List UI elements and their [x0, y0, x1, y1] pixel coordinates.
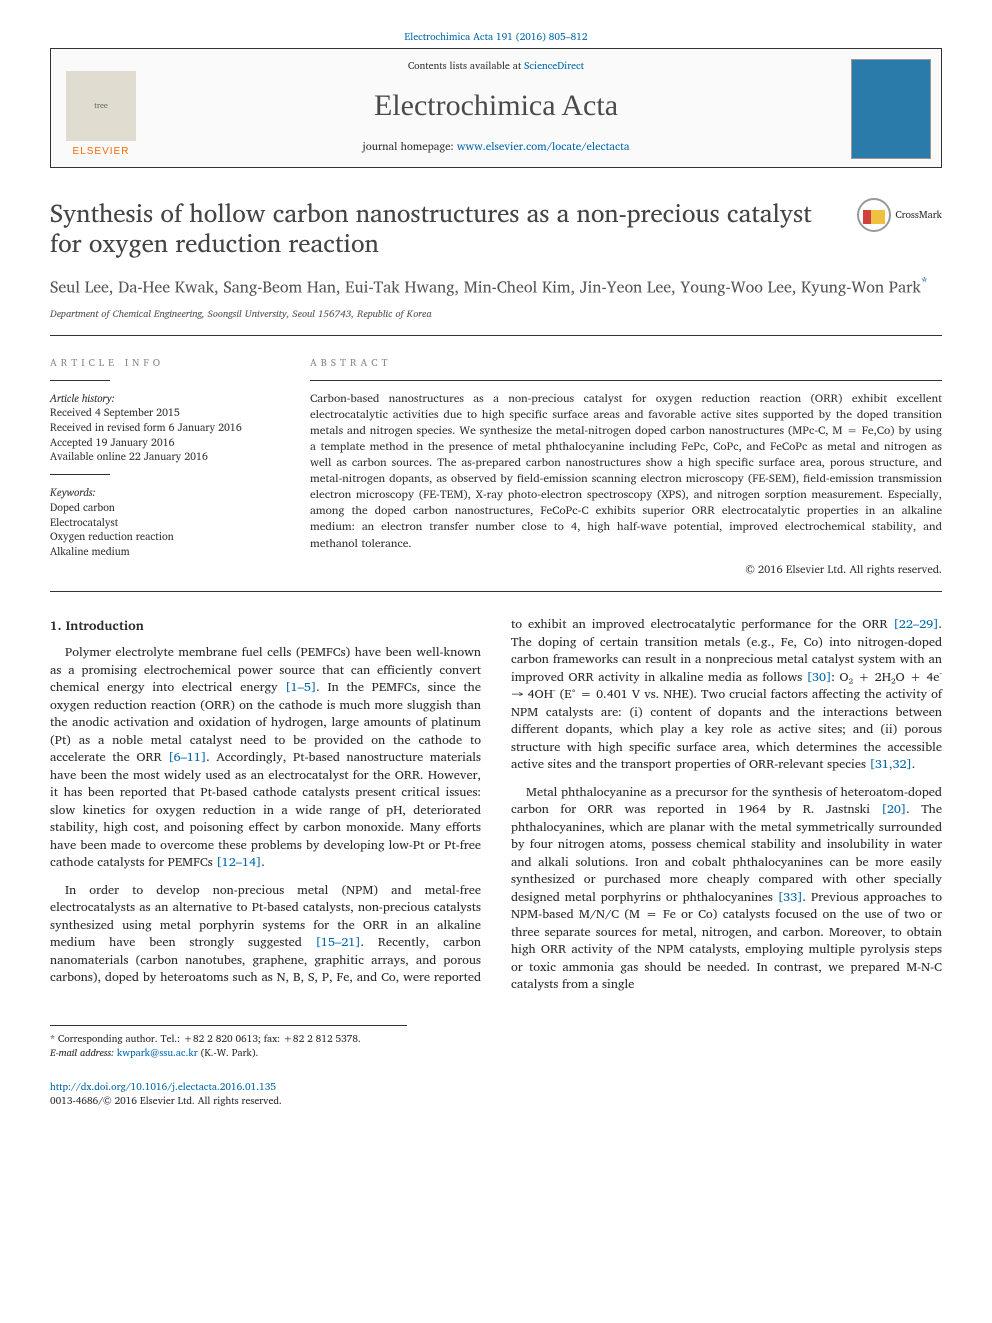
- author-list: Seul Lee, Da-Hee Kwak, Sang-Beom Han, Eu…: [50, 272, 942, 299]
- text-run: .: [912, 754, 916, 774]
- article-title: Synthesis of hollow carbon nanostructure…: [50, 198, 942, 258]
- homepage-link[interactable]: www.elsevier.com/locate/electacta: [457, 137, 630, 155]
- journal-title: Electrochimica Acta: [161, 85, 831, 127]
- title-block: Synthesis of hollow carbon nanostructure…: [50, 198, 942, 258]
- banner-center: Contents lists available at ScienceDirec…: [151, 49, 841, 167]
- crossmark-icon: [857, 198, 891, 232]
- body-text: 1. Introduction Polymer electrolyte memb…: [50, 616, 942, 995]
- reference-link[interactable]: [12–14]: [216, 852, 261, 872]
- contents-line: Contents lists available at ScienceDirec…: [161, 59, 831, 73]
- journal-banner: tree ELSEVIER Contents lists available a…: [50, 48, 942, 168]
- text-run: . Accordingly, Pt-based nanostructure ma…: [50, 747, 481, 872]
- keyword: Alkaline medium: [50, 544, 280, 559]
- publisher-logo-cell: tree ELSEVIER: [51, 49, 151, 167]
- divider: [50, 591, 942, 592]
- reference-link[interactable]: [31,32]: [870, 754, 912, 774]
- crossmark-label: CrossMark: [895, 208, 942, 222]
- text-run: .: [261, 852, 265, 872]
- publisher-name: ELSEVIER: [73, 145, 130, 159]
- article-info-column: ARTICLE INFO Article history: Received 4…: [50, 356, 280, 577]
- authors-text: Seul Lee, Da-Hee Kwak, Sang-Beom Han, Eu…: [50, 274, 921, 300]
- corresponding-marker: *: [921, 270, 928, 292]
- issn-copyright: 0013-4686/© 2016 Elsevier Ltd. All right…: [50, 1093, 282, 1109]
- divider: [50, 335, 942, 336]
- affiliation: Department of Chemical Engineering, Soon…: [50, 307, 942, 321]
- contents-prefix: Contents lists available at: [408, 58, 524, 74]
- body-paragraph: Metal phthalocyanine as a precursor for …: [511, 784, 942, 994]
- section-heading-intro: 1. Introduction: [50, 616, 481, 634]
- footnote-block: * Corresponding author. Tel.: +82 2 820 …: [50, 1025, 407, 1060]
- abstract-text: Carbon-based nanostructures as a non-pre…: [310, 391, 942, 552]
- history-item: Available online 22 January 2016: [50, 449, 280, 464]
- email-label: E-mail address:: [50, 1045, 117, 1061]
- journal-cover-cell: [841, 49, 941, 167]
- email-suffix: (K.-W. Park).: [198, 1045, 259, 1061]
- doi-block: http://dx.doi.org/10.1016/j.electacta.20…: [50, 1080, 942, 1108]
- corresponding-email-link[interactable]: kwpark@ssu.ac.kr: [117, 1045, 198, 1061]
- body-paragraph: Polymer electrolyte membrane fuel cells …: [50, 644, 481, 872]
- journal-cover-thumb: [851, 59, 931, 159]
- citation-line: Electrochimica Acta 191 (2016) 805–812: [50, 30, 942, 44]
- article-info-label: ARTICLE INFO: [50, 356, 280, 370]
- text-run: Metal phthalocyanine as a precursor for …: [511, 782, 942, 820]
- homepage-prefix: journal homepage:: [363, 137, 457, 155]
- info-abstract-row: ARTICLE INFO Article history: Received 4…: [50, 356, 942, 577]
- crossmark-badge[interactable]: CrossMark: [857, 198, 942, 232]
- journal-header: Electrochimica Acta 191 (2016) 805–812 t…: [50, 30, 942, 168]
- abstract-column: ABSTRACT Carbon-based nanostructures as …: [310, 356, 942, 577]
- abstract-label: ABSTRACT: [310, 356, 942, 370]
- sciencedirect-link[interactable]: ScienceDirect: [524, 58, 584, 74]
- copyright-line: © 2016 Elsevier Ltd. All rights reserved…: [310, 562, 942, 577]
- elsevier-tree-icon: tree: [66, 71, 136, 141]
- homepage-line: journal homepage: www.elsevier.com/locat…: [161, 139, 831, 154]
